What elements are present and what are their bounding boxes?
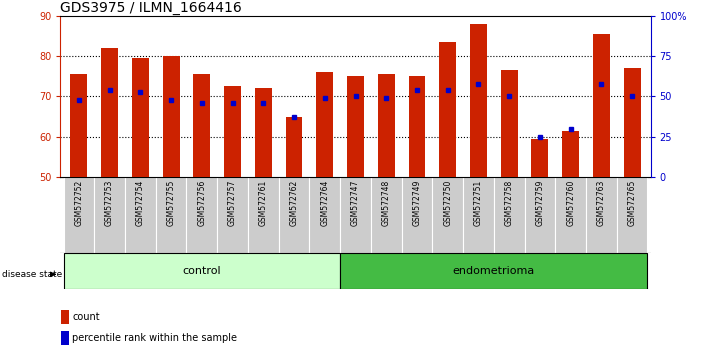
Bar bbox=[286, 116, 302, 177]
Bar bbox=[624, 68, 641, 177]
Bar bbox=[95, 177, 125, 253]
Bar bbox=[432, 177, 463, 253]
Bar bbox=[525, 177, 555, 253]
Text: GSM572758: GSM572758 bbox=[505, 179, 513, 225]
Text: control: control bbox=[183, 266, 221, 276]
Bar bbox=[340, 177, 371, 253]
Bar bbox=[63, 177, 95, 253]
Text: GSM572756: GSM572756 bbox=[198, 179, 206, 225]
Bar bbox=[224, 86, 241, 177]
Bar bbox=[186, 177, 217, 253]
Text: GSM572757: GSM572757 bbox=[228, 179, 237, 225]
Text: GSM572763: GSM572763 bbox=[597, 179, 606, 225]
Bar bbox=[531, 139, 548, 177]
Bar bbox=[132, 58, 149, 177]
Bar bbox=[402, 177, 432, 253]
Bar bbox=[494, 177, 525, 253]
Bar bbox=[562, 131, 579, 177]
Text: GSM572749: GSM572749 bbox=[412, 179, 422, 225]
Bar bbox=[378, 74, 395, 177]
Bar bbox=[463, 177, 494, 253]
Bar bbox=[371, 177, 402, 253]
Bar bbox=[193, 74, 210, 177]
Bar bbox=[61, 331, 69, 345]
Text: endometrioma: endometrioma bbox=[453, 266, 535, 276]
Bar bbox=[255, 88, 272, 177]
Text: GSM572761: GSM572761 bbox=[259, 179, 268, 225]
Bar bbox=[439, 42, 456, 177]
Text: GSM572755: GSM572755 bbox=[166, 179, 176, 225]
Text: GSM572765: GSM572765 bbox=[628, 179, 636, 225]
Text: GSM572753: GSM572753 bbox=[105, 179, 114, 225]
Bar bbox=[616, 177, 648, 253]
Bar bbox=[347, 76, 364, 177]
Bar bbox=[70, 74, 87, 177]
Text: GSM572747: GSM572747 bbox=[351, 179, 360, 225]
Text: GDS3975 / ILMN_1664416: GDS3975 / ILMN_1664416 bbox=[60, 1, 242, 15]
Text: GSM572764: GSM572764 bbox=[320, 179, 329, 225]
Text: percentile rank within the sample: percentile rank within the sample bbox=[73, 333, 237, 343]
Bar bbox=[593, 34, 610, 177]
Bar bbox=[279, 177, 309, 253]
Text: count: count bbox=[73, 312, 100, 322]
Bar bbox=[555, 177, 586, 253]
Bar bbox=[586, 177, 616, 253]
Text: GSM572754: GSM572754 bbox=[136, 179, 145, 225]
Text: GSM572748: GSM572748 bbox=[382, 179, 391, 225]
Text: GSM572751: GSM572751 bbox=[474, 179, 483, 225]
Bar bbox=[156, 177, 186, 253]
Bar bbox=[248, 177, 279, 253]
Bar bbox=[340, 253, 648, 289]
Text: GSM572752: GSM572752 bbox=[75, 179, 83, 225]
Bar bbox=[501, 70, 518, 177]
Bar bbox=[125, 177, 156, 253]
Text: GSM572760: GSM572760 bbox=[566, 179, 575, 225]
Text: GSM572750: GSM572750 bbox=[443, 179, 452, 225]
Bar bbox=[309, 177, 340, 253]
Text: GSM572762: GSM572762 bbox=[289, 179, 299, 225]
Bar bbox=[470, 24, 487, 177]
Bar bbox=[217, 177, 248, 253]
Bar bbox=[409, 76, 425, 177]
Text: GSM572759: GSM572759 bbox=[535, 179, 545, 225]
Bar bbox=[316, 72, 333, 177]
Bar bbox=[63, 253, 340, 289]
Bar bbox=[101, 48, 118, 177]
Bar bbox=[163, 56, 180, 177]
Bar bbox=[61, 310, 69, 324]
Text: disease state: disease state bbox=[2, 270, 63, 279]
